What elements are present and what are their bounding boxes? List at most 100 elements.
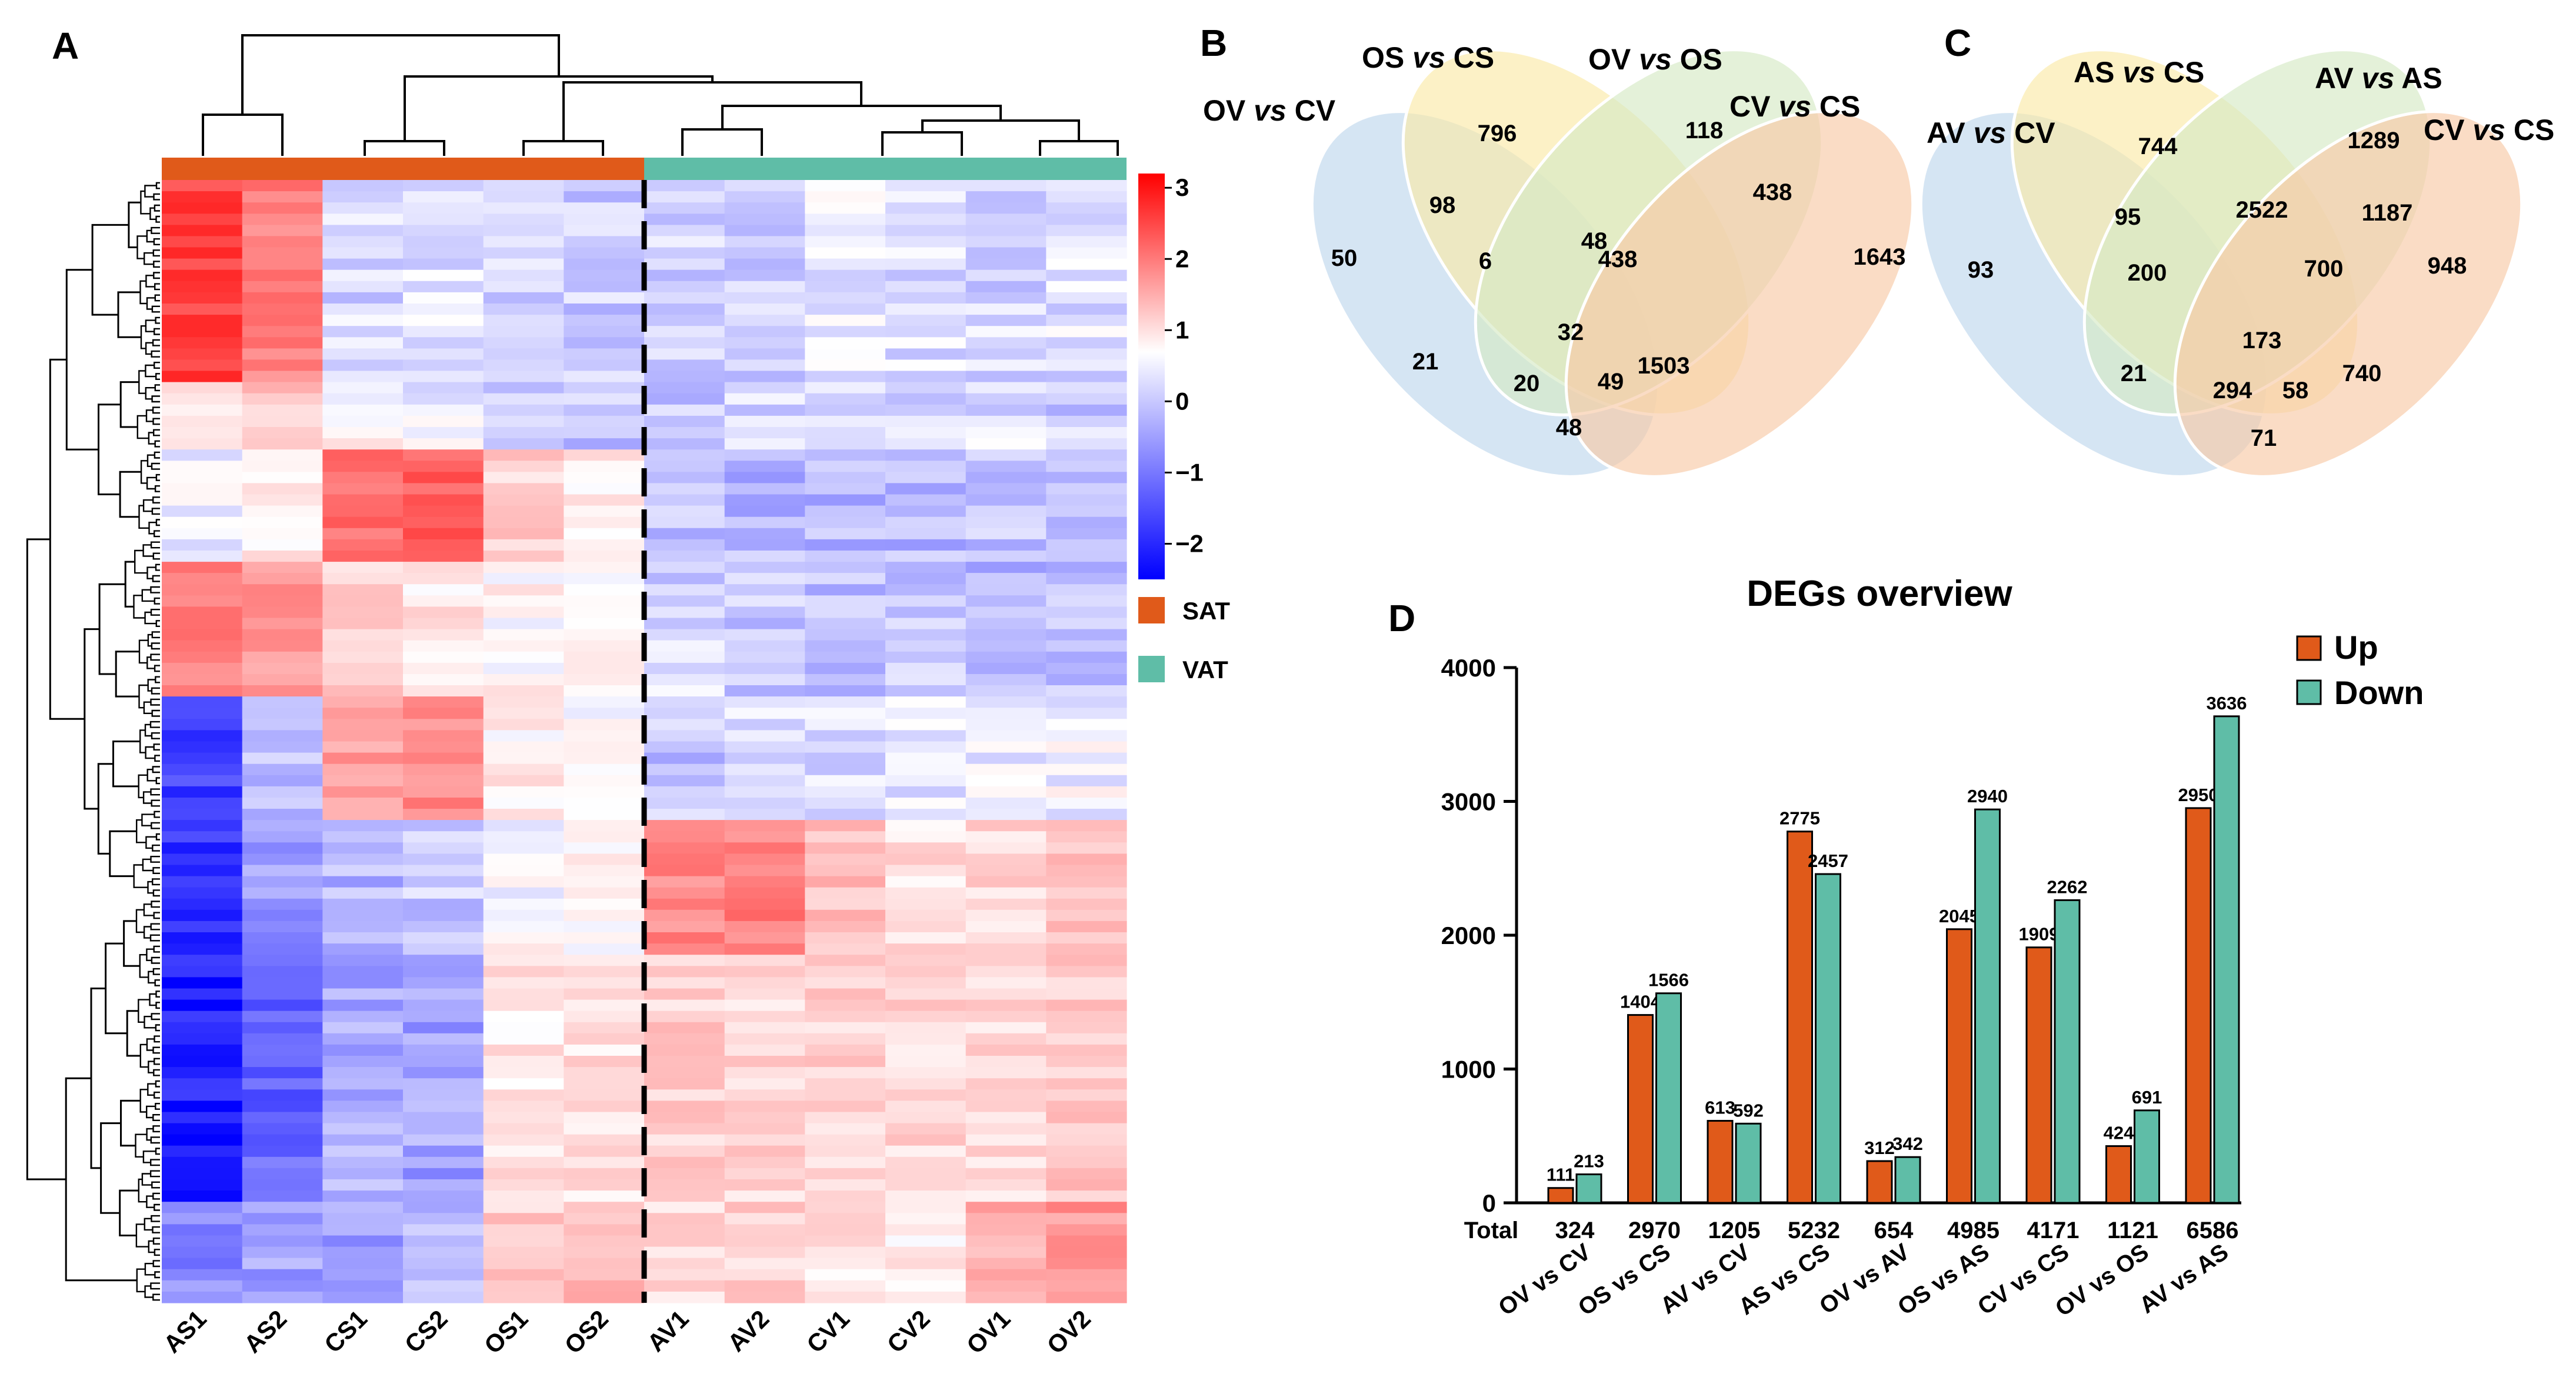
heatmap-cell — [1046, 236, 1127, 248]
heatmap-cell — [483, 438, 564, 450]
heatmap-cell — [162, 427, 243, 439]
heatmap-cell — [885, 1235, 967, 1248]
heatmap-cell — [403, 494, 484, 506]
heatmap-cell — [403, 662, 484, 675]
heatmap-cell — [644, 696, 725, 708]
heatmap-cell — [724, 371, 805, 383]
heatmap-cell — [1046, 966, 1127, 978]
heatmap-cell — [644, 662, 725, 675]
venn-b-set1-set2: 98 — [1429, 192, 1456, 218]
heatmap-cell — [644, 191, 725, 203]
heatmap-cell — [805, 763, 886, 776]
heatmap-cell — [805, 528, 886, 540]
heatmap-cell — [885, 393, 967, 405]
heatmap-cell — [162, 741, 243, 753]
heatmap-cell — [1046, 988, 1127, 1001]
heatmap-cell — [483, 966, 564, 978]
heatmap-cell — [564, 1280, 645, 1292]
heatmap-cell — [242, 214, 323, 225]
heatmap-cell — [564, 898, 645, 911]
heatmap-cell — [724, 494, 805, 506]
heatmap-cell — [483, 1269, 564, 1281]
sat-group-bar — [162, 158, 644, 180]
heatmap-cell — [242, 247, 323, 259]
heatmap-cell — [242, 371, 323, 383]
heatmap-cell — [965, 618, 1047, 630]
venn-b-set1-set3-set4: 20 — [1514, 371, 1540, 396]
heatmap-cell — [724, 741, 805, 753]
heatmap-cell — [805, 1269, 886, 1281]
heatmap-cell — [724, 820, 805, 832]
heatmap-cell — [564, 719, 645, 731]
heatmap-cell — [322, 1044, 404, 1056]
heatmap-cell — [885, 966, 967, 978]
heatmap-cell — [483, 786, 564, 798]
heatmap-cell — [483, 898, 564, 911]
heatmap-cell — [724, 281, 805, 293]
heatmap-cell — [564, 932, 645, 944]
total-value: 5232 — [1788, 1218, 1840, 1243]
heatmap-cell — [644, 584, 725, 596]
heatmap-cell — [564, 988, 645, 1001]
heatmap-cell — [885, 865, 967, 877]
heatmap-cell — [403, 1280, 484, 1292]
heatmap-cell — [162, 202, 243, 214]
heatmap-cell — [403, 1134, 484, 1146]
heatmap-cell — [483, 551, 564, 562]
heatmap-cell — [724, 696, 805, 708]
heatmap-cell — [965, 393, 1047, 405]
heatmap-cell — [403, 562, 484, 573]
heatmap-cell — [322, 1011, 404, 1023]
heatmap-cell — [724, 999, 805, 1012]
heatmap-cell — [1046, 415, 1127, 428]
heatmap-cell — [805, 236, 886, 248]
dendrogram-branch — [153, 945, 160, 953]
heatmap-cell — [1046, 943, 1127, 955]
heatmap-cell — [644, 898, 725, 911]
heatmap-cell — [965, 382, 1047, 394]
bar-up — [2105, 1145, 2132, 1204]
heatmap-cell — [965, 247, 1047, 259]
heatmap-cell — [805, 404, 886, 416]
dendrogram-branch — [119, 471, 142, 518]
heatmap-cell — [162, 966, 243, 978]
heatmap-cell — [644, 1067, 725, 1079]
heatmap-cell — [724, 1134, 805, 1146]
heatmap-cell — [805, 214, 886, 225]
heatmap-cell — [885, 348, 967, 361]
total-value: 324 — [1555, 1218, 1595, 1243]
dendrogram-branch — [154, 294, 160, 302]
heatmap-cell — [322, 326, 404, 338]
heatmap-cell — [162, 214, 243, 225]
sample-label: AV1 — [642, 1305, 694, 1357]
heatmap-cell — [162, 909, 243, 922]
dendrogram-branch — [141, 813, 155, 826]
heatmap — [162, 180, 1127, 1303]
heatmap-cell — [885, 943, 967, 955]
heatmap-cell — [322, 618, 404, 630]
dendrogram-branch — [153, 912, 160, 919]
heatmap-cell — [322, 1078, 404, 1090]
heatmap-cell — [242, 1291, 323, 1303]
total-value: 1121 — [2107, 1218, 2158, 1243]
heatmap-cell — [724, 752, 805, 765]
heatmap-cell — [564, 1067, 645, 1079]
heatmap-cell — [242, 382, 323, 394]
heatmap-cell — [1046, 606, 1127, 619]
heatmap-cell — [805, 483, 886, 495]
heatmap-cell — [242, 999, 323, 1012]
heatmap-cell — [1046, 505, 1127, 518]
heatmap-cell — [805, 1246, 886, 1259]
heatmap-cell — [724, 629, 805, 641]
bar-value-label: 1566 — [1648, 970, 1689, 991]
dendrogram-branch — [150, 586, 160, 593]
dendrogram-branch — [155, 1002, 160, 1009]
heatmap-cell — [483, 516, 564, 529]
heatmap-cell — [242, 258, 323, 271]
heatmap-cell — [885, 281, 967, 293]
heatmap-cell — [564, 842, 645, 854]
heatmap-cell — [885, 539, 967, 551]
heatmap-cell — [724, 674, 805, 686]
heatmap-cell — [403, 932, 484, 944]
dendrogram-branch — [153, 238, 160, 245]
